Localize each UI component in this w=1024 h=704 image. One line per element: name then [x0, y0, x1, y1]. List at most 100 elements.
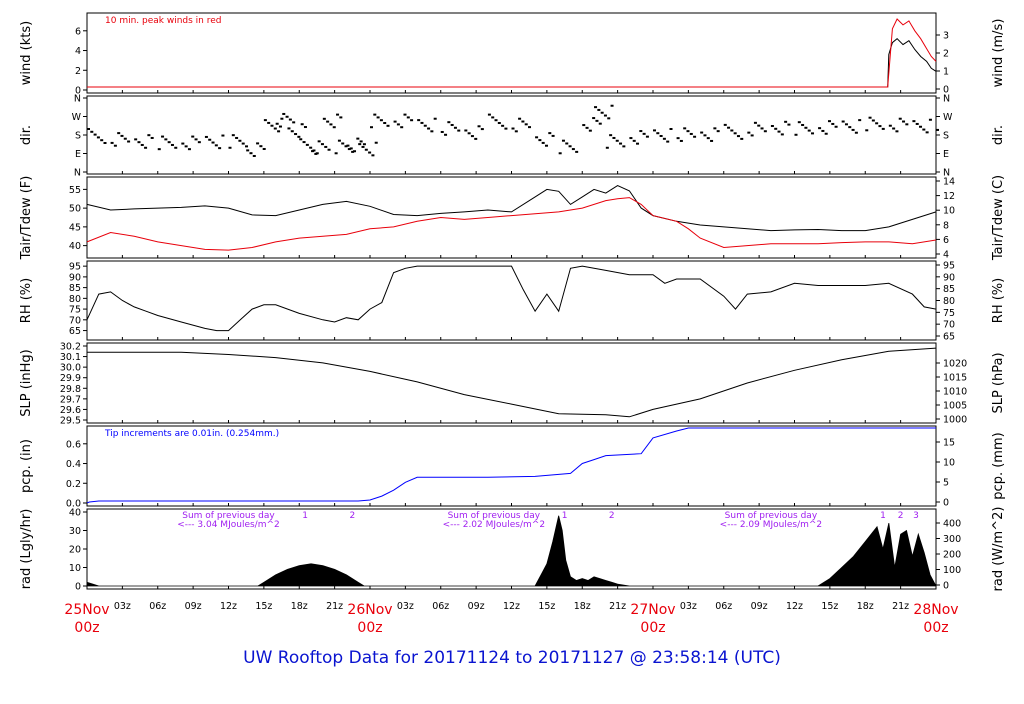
dir-point [174, 146, 178, 149]
dir-point [871, 119, 875, 122]
dir-point [888, 124, 892, 127]
dir-point [548, 132, 552, 135]
dir-point [936, 128, 939, 131]
dir-point [373, 113, 377, 116]
dir-point [565, 142, 569, 145]
series-line-wind-0 [87, 38, 937, 88]
dir-point [347, 148, 351, 151]
dir-point [211, 141, 215, 144]
dir-point [854, 131, 858, 134]
dir-point [693, 135, 697, 138]
tick-label-right-dir: W [943, 112, 953, 123]
tick-label-left-slp: 29.7 [60, 394, 81, 405]
dir-point [571, 148, 575, 151]
dir-point [140, 143, 144, 146]
dir-point [288, 118, 292, 121]
dir-point [518, 117, 522, 120]
dir-point [600, 111, 604, 114]
dir-point [326, 120, 330, 123]
dir-point [208, 138, 212, 141]
tick-label-left-wind: 6 [75, 26, 81, 37]
tick-label-left-dir: E [75, 149, 81, 160]
series-area-rad [86, 515, 937, 587]
dir-point [374, 141, 378, 144]
dir-point [349, 147, 353, 150]
dir-point [841, 120, 845, 123]
dir-point [878, 125, 882, 128]
tick-label-right-pcp: 15 [943, 438, 955, 449]
dir-point [632, 139, 636, 142]
dir-point [777, 130, 781, 133]
dir-point [371, 154, 375, 157]
dir-point [282, 112, 286, 115]
series-line-wind-1 [87, 18, 937, 88]
dir-point [450, 123, 454, 126]
ylabel-left-rad: rad (Lgly/hr) [19, 509, 34, 590]
dir-point [470, 135, 474, 138]
day-hour-label: 00z [923, 620, 948, 636]
dir-point [521, 120, 525, 123]
dir-point [666, 140, 670, 143]
dir-point [103, 142, 107, 144]
tick-label-left-rh: 95 [69, 262, 81, 273]
dir-point [302, 141, 306, 144]
ylabel-left-rh: RH (%) [19, 278, 34, 323]
dir-point [246, 149, 250, 152]
tick-label-left-rad: 0 [75, 582, 81, 593]
ylabel-right-dir: dir. [991, 125, 1006, 145]
dir-point [609, 134, 613, 137]
dir-point [780, 133, 784, 136]
dir-point [558, 152, 562, 155]
tick-label-left-pcp: 0.4 [66, 459, 81, 470]
dir-point [898, 117, 902, 120]
dir-point [597, 108, 601, 111]
xtick-label: 12z [503, 601, 520, 612]
xtick-label: 12z [786, 601, 803, 612]
dir-point [287, 127, 291, 130]
dir-point [320, 143, 324, 146]
tick-label-right-slp: 1005 [943, 401, 967, 412]
dir-point [364, 148, 368, 151]
dir-point [662, 137, 666, 140]
dir-point [144, 146, 148, 149]
ylabel-left-slp: SLP (inHg) [19, 349, 34, 417]
dir-point [730, 129, 734, 132]
dir-point [204, 135, 208, 138]
dir-point [353, 150, 357, 153]
dir-point [928, 118, 932, 121]
tick-label-right-wind: 0 [943, 85, 949, 96]
tick-label-right-dir: N [943, 168, 950, 179]
ylabel-left-temp: Tair/Tdew (F) [19, 176, 34, 261]
dir-point [228, 146, 232, 149]
dir-point [444, 133, 448, 136]
tick-label-left-rad: 40 [69, 508, 81, 519]
dir-point [336, 113, 340, 116]
dir-point [447, 121, 451, 124]
dir-point [669, 128, 673, 130]
tick-label-left-slp: 29.6 [60, 405, 81, 416]
tick-label-right-rh: 80 [943, 296, 955, 307]
dir-point [895, 130, 899, 133]
dir-point [642, 132, 646, 135]
tick-label-right-temp: 4 [943, 250, 949, 261]
tick-label-left-slp: 29.9 [60, 373, 81, 384]
dir-point [603, 114, 607, 117]
dir-point [736, 135, 740, 138]
dir-point [147, 134, 151, 137]
tick-label-right-pcp: 0 [943, 498, 949, 509]
day-hour-label: 00z [640, 620, 665, 636]
tick-label-right-temp: 6 [943, 235, 949, 246]
tick-label-left-rad: 30 [69, 526, 81, 537]
dir-point [811, 132, 815, 135]
dir-point [801, 123, 805, 126]
ylabel-left-dir: dir. [19, 125, 34, 145]
dir-point [610, 104, 614, 107]
dir-point [337, 139, 341, 142]
tick-label-left-temp: 55 [69, 185, 81, 196]
dir-point [881, 127, 885, 130]
dir-point [346, 144, 350, 147]
dir-point [164, 138, 168, 141]
dir-point [170, 143, 174, 146]
xtick-label: 18z [857, 601, 874, 612]
